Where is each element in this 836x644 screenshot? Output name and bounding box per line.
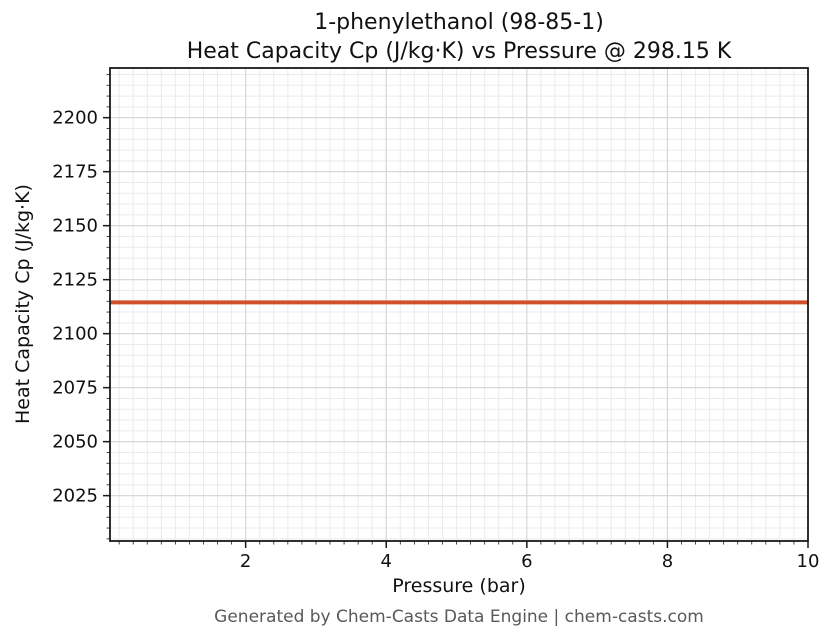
svg-text:6: 6 [521, 551, 532, 572]
y-axis-label: Heat Capacity Cp (J/kg·K) [12, 184, 34, 424]
x-axis-label: Pressure (bar) [392, 575, 526, 597]
svg-text:2100: 2100 [52, 324, 98, 345]
svg-text:2050: 2050 [52, 432, 98, 453]
chart-subtitle: Heat Capacity Cp (J/kg·K) vs Pressure @ … [186, 39, 732, 64]
svg-text:2150: 2150 [52, 216, 98, 237]
svg-text:2175: 2175 [52, 162, 98, 183]
chart-title: 1-phenylethanol (98-85-1) [314, 10, 604, 35]
svg-text:2025: 2025 [52, 486, 98, 507]
svg-text:2075: 2075 [52, 378, 98, 399]
svg-text:4: 4 [381, 551, 392, 572]
footer-credit: Generated by Chem-Casts Data Engine | ch… [214, 607, 704, 627]
svg-text:2125: 2125 [52, 270, 98, 291]
svg-text:10: 10 [797, 551, 820, 572]
chart-title-block: 1-phenylethanol (98-85-1) Heat Capacity … [110, 8, 808, 66]
svg-text:2200: 2200 [52, 108, 98, 129]
svg-text:2: 2 [240, 551, 251, 572]
svg-text:8: 8 [662, 551, 673, 572]
